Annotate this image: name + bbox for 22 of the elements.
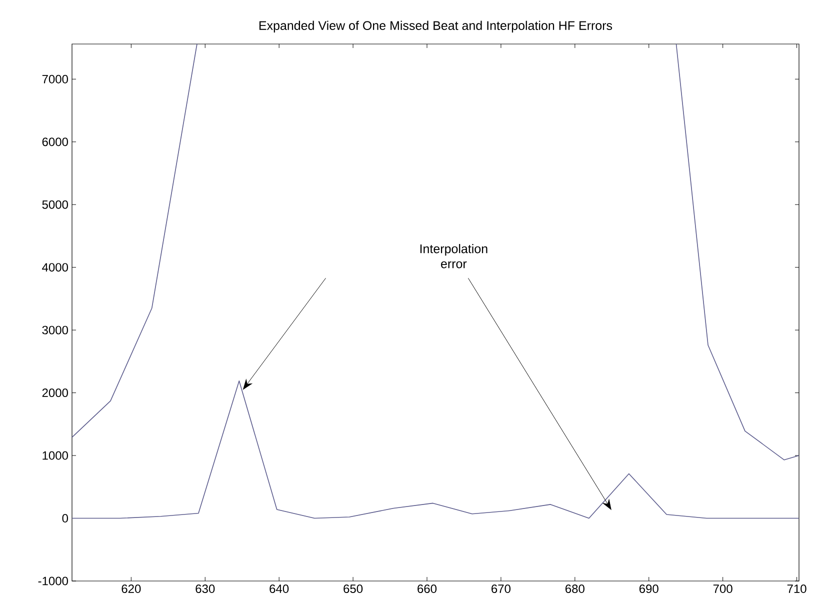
x-tick-label: 620 (122, 584, 141, 594)
y-tick-label: 6000 (42, 138, 68, 146)
y-tick-label: 5000 (42, 200, 68, 209)
x-tick-label: 710 (787, 584, 806, 594)
y-tick-label: 2000 (42, 388, 68, 398)
chart-title: Expanded View of One Missed Beat and Interpolation HF Errors (259, 20, 612, 32)
line-series (72, 380, 800, 519)
x-tick-label: 630 (196, 584, 215, 594)
x-tick-label: 700 (713, 584, 732, 594)
x-tick-label: 650 (344, 584, 363, 594)
x-tick-label: 680 (566, 584, 584, 594)
x-tick-label: 660 (418, 584, 437, 594)
y-tick-label: 7000 (42, 74, 68, 84)
y-tick-label: 1000 (42, 451, 68, 460)
annotation: Interpolation error (420, 244, 488, 268)
y-tick-label: 4000 (42, 263, 68, 272)
x-tick-label: 670 (492, 584, 510, 594)
y-tick-label: 3000 (42, 326, 68, 334)
x-tick-label: 690 (639, 584, 658, 594)
y-tick-label: 0 (62, 514, 68, 522)
y-tick-label: -1000 (38, 576, 68, 586)
x-tick-label: 640 (270, 584, 289, 594)
